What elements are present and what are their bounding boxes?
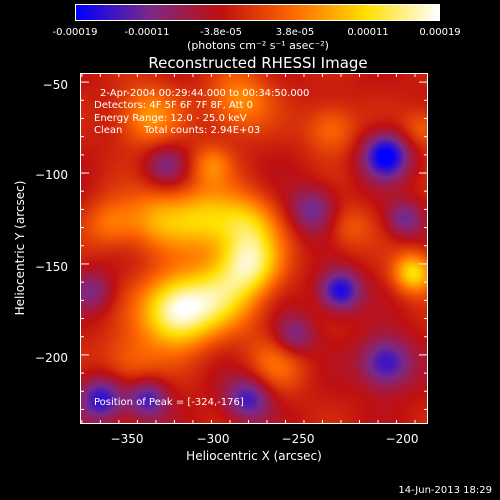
heatmap-image [81, 74, 427, 423]
timestamp: 14-Jun-2013 18:29 [398, 485, 492, 496]
image-plot-area [80, 73, 428, 424]
energy-range-annotation: Energy Range: 12.0 - 25.0 keV [94, 113, 247, 124]
y-axis-label: Heliocentric Y (arcsec) [13, 180, 27, 316]
colorbar-tick-label: -0.00019 [52, 27, 98, 38]
x-axis-label: Heliocentric X (arcsec) [186, 449, 322, 463]
y-tick-label: −50 [42, 78, 68, 92]
colorbar [75, 4, 440, 21]
colorbar-tick-label: 0.00019 [419, 27, 461, 38]
detectors-annotation: Detectors: 4F 5F 6F 7F 8F, Att 0 [94, 100, 254, 111]
clean-annotation: Clean [94, 125, 123, 136]
colorbar-tick-label: -3.8e-05 [200, 27, 242, 38]
colorbar-unit-label: (photons cm⁻² s⁻¹ asec⁻²) [187, 39, 329, 52]
peak-position-annotation: Position of Peak = [-324,-176] [94, 397, 244, 408]
x-tick-label: −300 [196, 432, 230, 446]
colorbar-tick-label: -0.00011 [124, 27, 170, 38]
y-tick-label: −100 [35, 168, 68, 182]
total-counts-annotation: Total counts: 2.94E+03 [144, 125, 261, 136]
x-tick-label: −200 [385, 432, 419, 446]
x-tick-label: −250 [281, 432, 315, 446]
chart-title: Reconstructed RHESSI Image [148, 54, 368, 72]
time-range-annotation: 2-Apr-2004 00:29:44.000 to 00:34:50.000 [100, 88, 310, 99]
colorbar-tick-label: 0.00011 [347, 27, 389, 38]
y-tick-label: −200 [35, 351, 68, 365]
colorbar-tick-label: 3.8e-05 [275, 27, 315, 38]
y-tick-label: −150 [35, 260, 68, 274]
x-tick-label: −350 [110, 432, 144, 446]
